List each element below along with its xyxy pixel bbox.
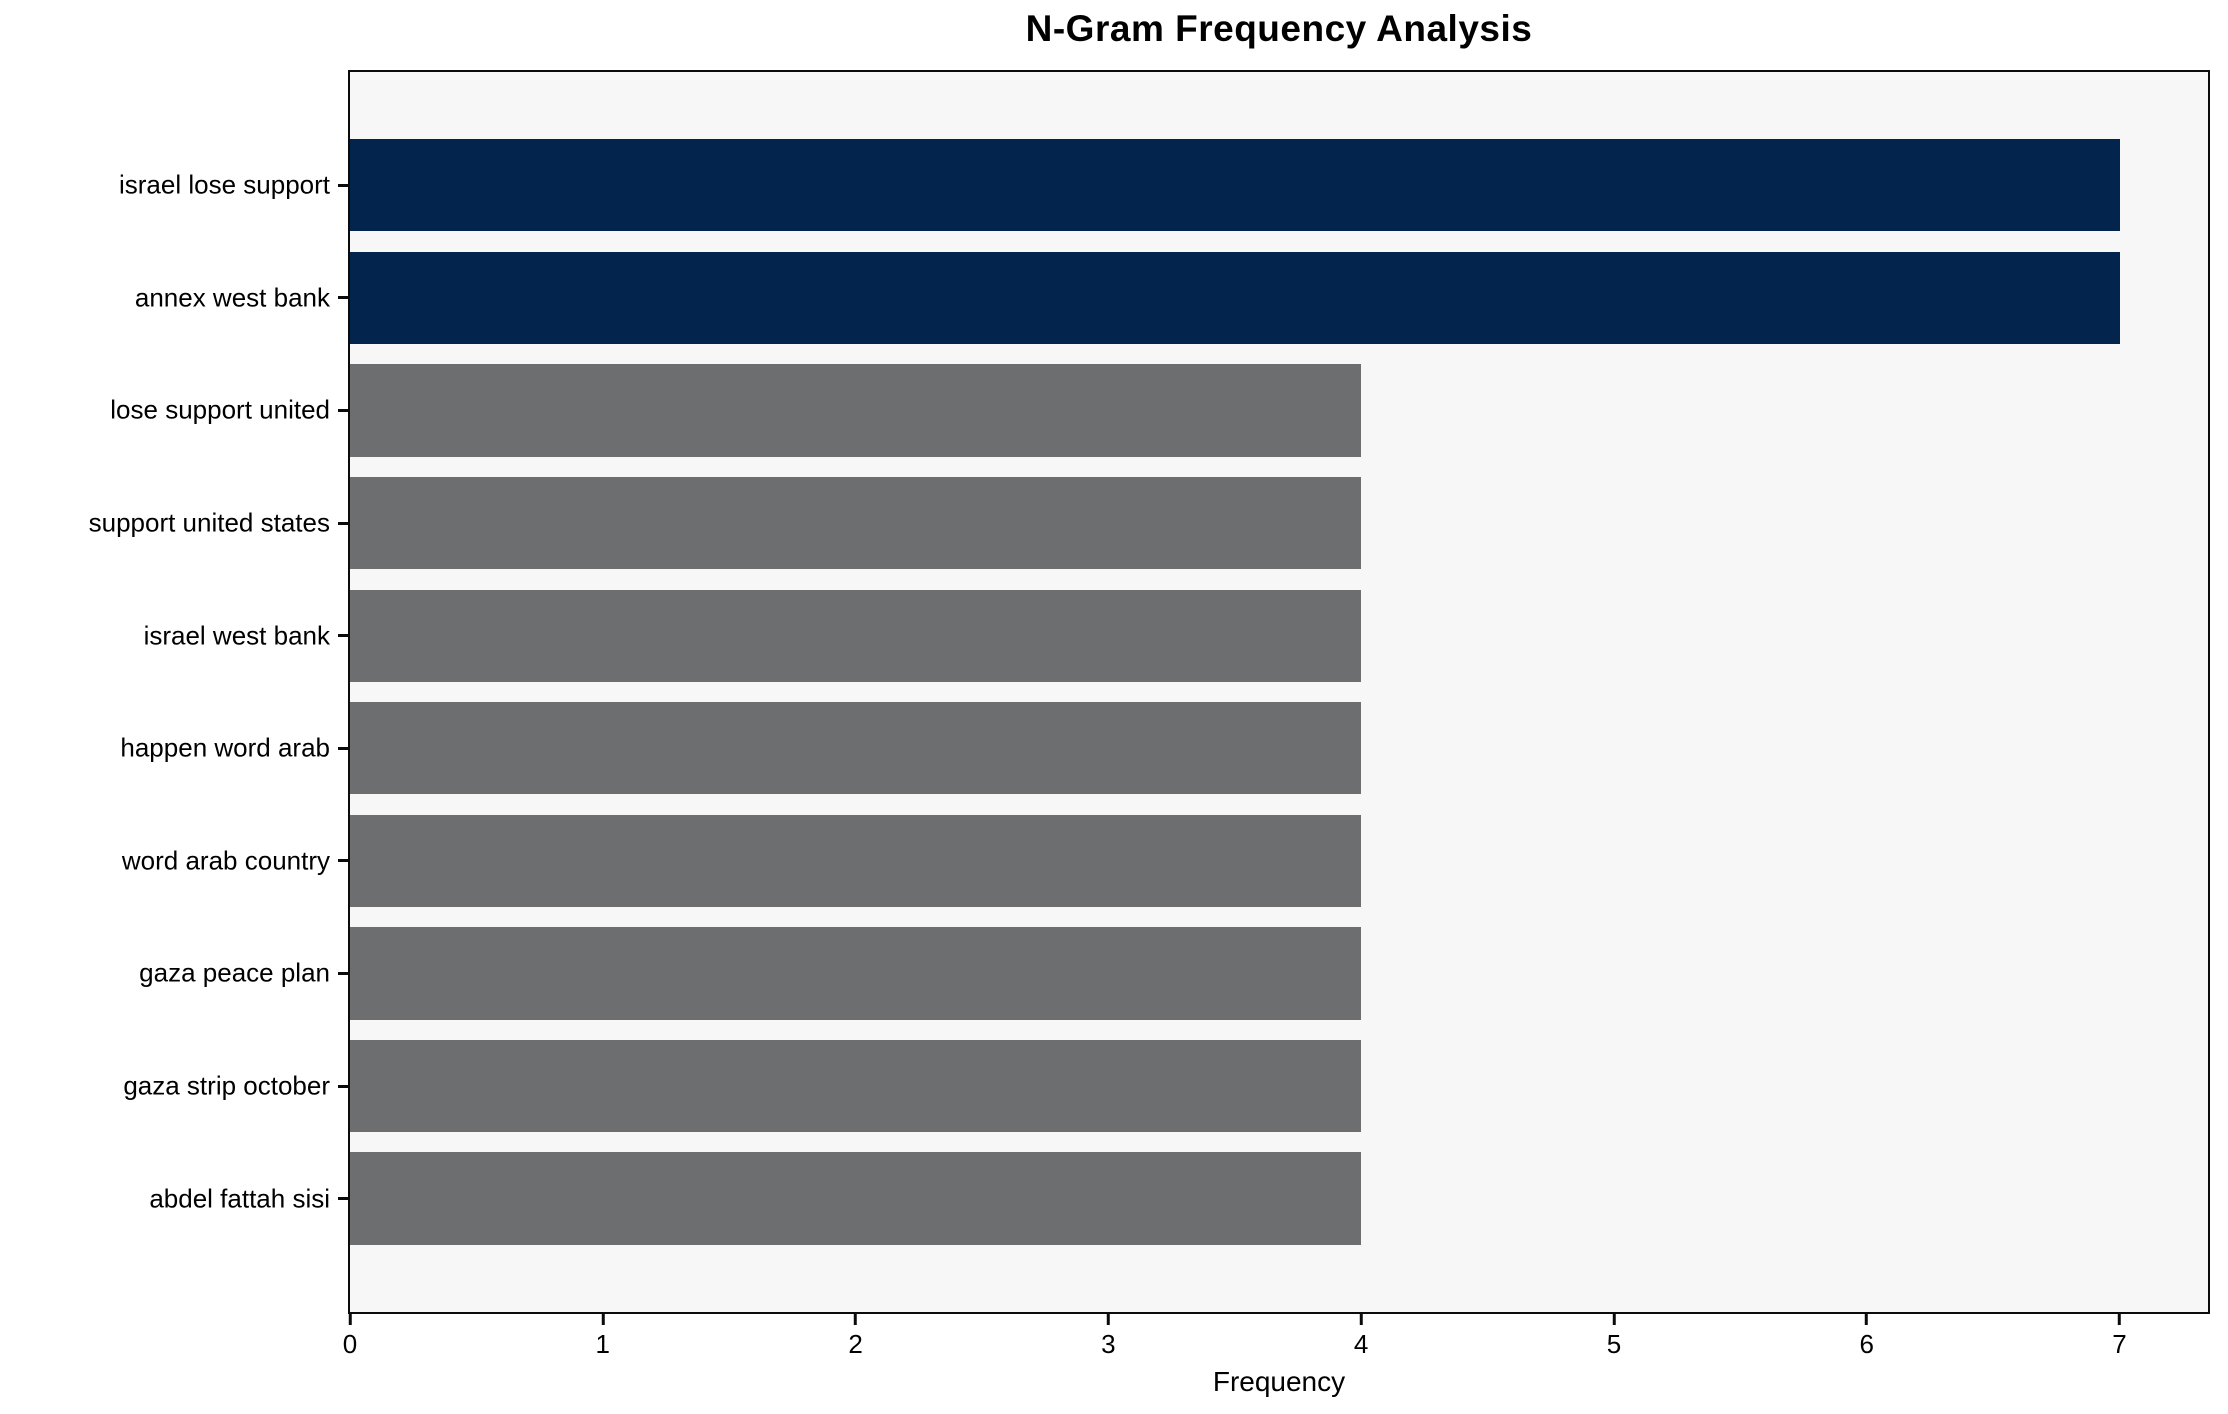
y-tick-mark — [338, 408, 348, 412]
x-tick-label: 2 — [848, 1329, 863, 1359]
x-tick-label: 0 — [342, 1329, 358, 1359]
x-tick-mark — [601, 1314, 605, 1325]
y-tick-label: lose support united — [110, 394, 330, 425]
x-axis-label: Frequency — [1212, 1366, 1346, 1397]
y-tick-label: israel lose support — [119, 169, 330, 200]
bar — [350, 476, 1362, 570]
x-tick: 0 — [343, 1312, 357, 1360]
y-tick-mark — [338, 296, 348, 300]
y-tick-label: gaza peace plan — [139, 957, 330, 988]
x-tick-mark — [1359, 1314, 1363, 1325]
x-tick: 7 — [2112, 1312, 2127, 1360]
y-tick-mark — [338, 1197, 348, 1201]
bar-row: israel west bank — [144, 579, 2208, 692]
x-tick: 4 — [1354, 1312, 1368, 1360]
y-tick-label: word arab country — [121, 845, 330, 876]
bar — [350, 364, 1362, 457]
x-tick-mark — [1106, 1314, 1110, 1325]
bar-row: abdel fattah sisi — [149, 1142, 2208, 1255]
bar — [350, 1152, 1362, 1245]
bar — [350, 702, 1362, 795]
x-tick-mark — [1612, 1314, 1616, 1325]
x-tick-label: 6 — [1859, 1329, 1874, 1359]
bar-row: israel lose support — [119, 129, 2208, 242]
x-tick: 2 — [848, 1312, 863, 1360]
bar-row: gaza peace plan — [139, 917, 2208, 1030]
bar — [350, 1039, 1362, 1133]
x-tick-mark — [854, 1314, 858, 1325]
chart-title: N-Gram Frequency Analysis — [1025, 8, 1533, 49]
x-tick-label: 3 — [1101, 1329, 1116, 1359]
y-tick-label: abdel fattah sisi — [149, 1183, 330, 1214]
bar-row: lose support united — [110, 354, 2208, 467]
y-tick-mark — [338, 746, 348, 750]
bar-row: word arab country — [122, 805, 2208, 918]
y-tick-label: support united states — [88, 507, 330, 538]
y-tick-mark — [338, 183, 348, 187]
y-tick-mark — [338, 971, 348, 975]
bar-row: happen word arab — [120, 692, 2208, 805]
y-tick-label: gaza strip october — [123, 1070, 330, 1101]
x-tick: 6 — [1860, 1312, 1874, 1360]
bar — [350, 927, 1362, 1020]
bar — [350, 814, 1362, 907]
x-tick-label: 7 — [2112, 1329, 2127, 1359]
bar — [350, 251, 2120, 345]
x-tick-mark — [2118, 1314, 2122, 1325]
y-tick-mark — [338, 1084, 348, 1088]
x-tick: 3 — [1101, 1312, 1116, 1360]
x-tick: 5 — [1607, 1312, 1621, 1360]
bar — [350, 589, 1362, 682]
bar-row: gaza strip october — [123, 1030, 2208, 1143]
bar-rows-container: israel lose support annex west bank lose s… — [89, 72, 2208, 1312]
x-tick-label: 4 — [1353, 1329, 1369, 1359]
x-tick-mark — [348, 1314, 352, 1325]
bar-row: annex west bank — [135, 242, 2208, 355]
bar-row: support united states — [89, 467, 2208, 580]
bar — [350, 139, 2120, 232]
x-tick-label: 1 — [595, 1329, 611, 1359]
plot-area: israel lose support annex west bank lose s… — [89, 70, 2210, 1359]
x-tick-mark — [1865, 1314, 1869, 1325]
y-tick-mark — [338, 521, 348, 525]
y-tick-label: annex west bank — [134, 282, 330, 313]
y-tick-mark — [338, 859, 348, 863]
y-tick-label: happen word arab — [120, 732, 330, 763]
x-tick: 1 — [596, 1312, 610, 1360]
y-tick-mark — [338, 634, 348, 638]
x-tick-label: 5 — [1606, 1329, 1622, 1359]
y-tick-label: israel west bank — [143, 620, 330, 651]
